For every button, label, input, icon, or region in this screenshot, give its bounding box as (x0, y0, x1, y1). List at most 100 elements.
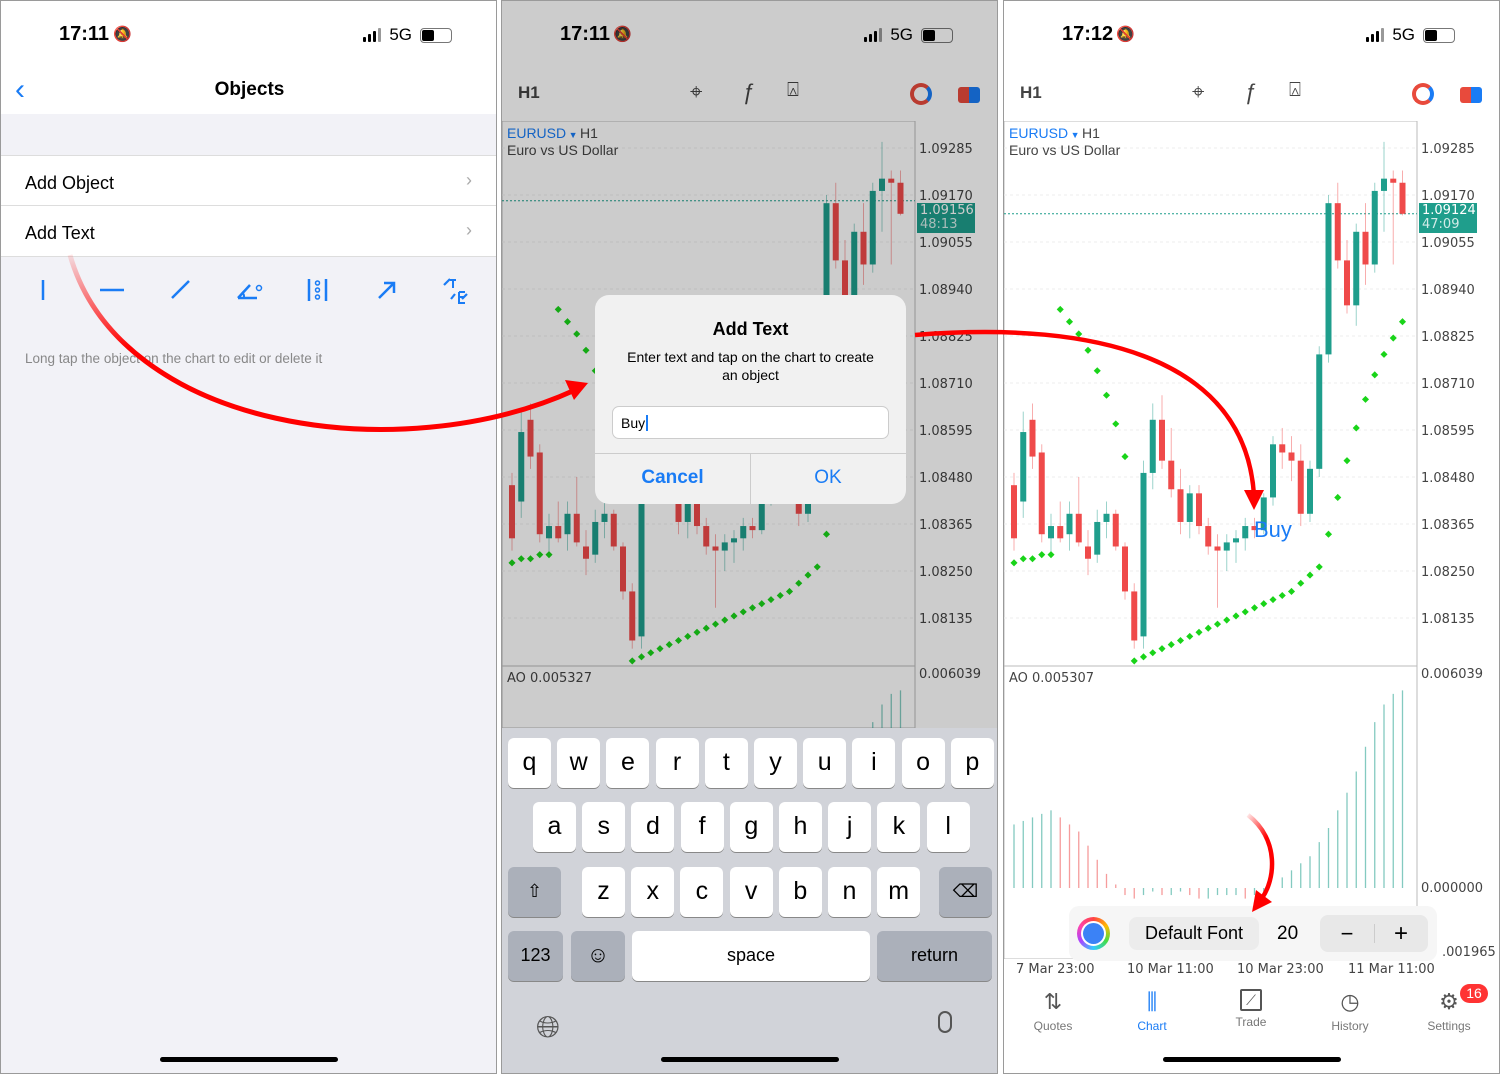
key-r[interactable]: r (655, 738, 699, 788)
key-h[interactable]: h (779, 802, 822, 852)
timeframe-button[interactable]: H1 (1020, 83, 1042, 102)
shift-key[interactable]: ⇧ (508, 867, 561, 917)
text-object-buy[interactable]: Buy (1254, 517, 1292, 542)
key-p[interactable]: p (950, 738, 994, 788)
key-d[interactable]: d (631, 802, 675, 852)
emoji-key[interactable]: ☺ (571, 931, 625, 981)
one-click-trading-icon[interactable] (910, 83, 932, 105)
objects-icon[interactable]: ⍓ (1289, 79, 1301, 101)
dialog-message: Enter text and tap on the chart to creat… (627, 349, 874, 383)
one-click-trading-icon[interactable] (1412, 83, 1434, 105)
ao-label: AO 0.005327 (507, 671, 593, 686)
price-tick-label: 1.08710 (919, 377, 973, 392)
decrease-size-button[interactable]: − (1340, 921, 1354, 946)
crosshair-icon[interactable]: ⌖ (1192, 79, 1205, 104)
key-i[interactable]: i (852, 738, 896, 788)
key-o[interactable]: o (901, 738, 945, 788)
key-a[interactable]: a (533, 802, 576, 852)
microphone-icon[interactable] (938, 1011, 952, 1033)
candle (860, 231, 867, 265)
tab-quotes[interactable]: ⇅ Quotes (1013, 989, 1093, 1033)
add-text-row[interactable]: Add Text › (1, 206, 496, 257)
key-e[interactable]: e (606, 738, 650, 788)
candle (1371, 190, 1378, 265)
price-tick-label: 1.08135 (919, 612, 973, 627)
candle (703, 526, 710, 547)
key-l[interactable]: l (926, 802, 970, 852)
objects-icon[interactable]: ⍓ (787, 79, 799, 101)
symbol-label[interactable]: EURUSD ▼ H1 (507, 125, 598, 141)
text-input[interactable]: Buy (612, 406, 889, 439)
price-tick-label: 1.09055 (1421, 236, 1475, 251)
sar-dot (573, 330, 581, 338)
fibonacci-levels-icon[interactable] (303, 275, 333, 305)
color-picker-button[interactable] (1077, 917, 1110, 950)
price-tick-label: 1.09170 (1421, 189, 1475, 204)
key-k[interactable]: k (877, 802, 921, 852)
return-key[interactable]: return (877, 931, 992, 981)
cancel-button[interactable]: Cancel (641, 467, 704, 488)
key-u[interactable]: u (803, 738, 847, 788)
arrow-icon[interactable] (372, 275, 402, 305)
key-m[interactable]: m (877, 867, 921, 917)
key-v[interactable]: v (729, 867, 773, 917)
indicators-icon[interactable]: ƒ (742, 79, 755, 104)
key-z[interactable]: z (582, 867, 625, 917)
key-n[interactable]: n (828, 867, 871, 917)
sar-dot (730, 612, 738, 620)
indicators-icon[interactable]: ƒ (1244, 79, 1257, 104)
mute-icon: 🔕 (613, 26, 632, 43)
tab-chart[interactable]: ⫼ Chart (1112, 989, 1192, 1033)
symbol-label[interactable]: EURUSD ▼ H1 (1009, 125, 1100, 141)
tab-trade[interactable]: ⟋ Trade (1211, 989, 1291, 1029)
add-object-row[interactable]: Add Object › (1, 155, 496, 206)
tab-settings[interactable]: ⚙ Settings (1409, 989, 1489, 1033)
key-q[interactable]: q (508, 738, 551, 788)
space-key[interactable]: space (632, 931, 870, 981)
globe-icon[interactable]: 🌐︎ (536, 1011, 560, 1044)
arrowhead (565, 380, 588, 400)
candle (1094, 521, 1101, 555)
increase-size-button[interactable]: + (1393, 920, 1408, 947)
candle (518, 432, 525, 502)
candle (1362, 231, 1369, 265)
home-indicator (159, 1057, 338, 1062)
key-w[interactable]: w (557, 738, 601, 788)
text-label-icon[interactable] (441, 275, 471, 305)
chart-screen: 17:12 🔕 5G H1 ⌖ ƒ ⍓ 1.09285 1.09170 1.0905… (1003, 0, 1500, 1074)
numbers-key[interactable]: 123 (508, 931, 563, 981)
sar-dot (785, 587, 794, 595)
key-t[interactable]: t (704, 738, 748, 788)
sar-dot (637, 653, 646, 661)
key-s[interactable]: s (582, 802, 626, 852)
sar-dot (628, 657, 636, 665)
ok-button[interactable]: OK (814, 467, 842, 488)
tab-history[interactable]: ◷ History (1310, 989, 1390, 1033)
back-button[interactable]: ‹ (15, 73, 25, 106)
sar-dot (776, 591, 784, 600)
key-j[interactable]: j (828, 802, 872, 852)
trade-mode-icon[interactable] (1460, 87, 1482, 103)
crosshair-icon[interactable]: ⌖ (690, 79, 703, 104)
candle (1260, 497, 1267, 531)
candle (583, 546, 589, 559)
key-b[interactable]: b (778, 867, 822, 917)
trend-line-icon[interactable] (166, 275, 196, 305)
delete-key[interactable]: ⌫ (939, 867, 992, 917)
key-f[interactable]: f (680, 802, 724, 852)
candle (1196, 493, 1202, 527)
price-tick-label: 1.08940 (919, 283, 973, 298)
key-g[interactable]: g (729, 802, 773, 852)
font-select[interactable]: Default Font (1129, 917, 1259, 950)
trade-mode-icon[interactable] (958, 87, 980, 103)
angle-line-icon[interactable] (235, 275, 265, 305)
timeframe-button[interactable]: H1 (518, 83, 540, 102)
sar-dot (665, 641, 673, 649)
vertical-line-icon[interactable] (28, 275, 58, 305)
price-tick-label: 1.08595 (1421, 424, 1475, 439)
key-y[interactable]: y (754, 738, 797, 788)
key-c[interactable]: c (680, 867, 724, 917)
key-x[interactable]: x (631, 867, 675, 917)
status-time: 17:12 (1062, 23, 1114, 45)
horizontal-line-icon[interactable] (97, 275, 127, 305)
